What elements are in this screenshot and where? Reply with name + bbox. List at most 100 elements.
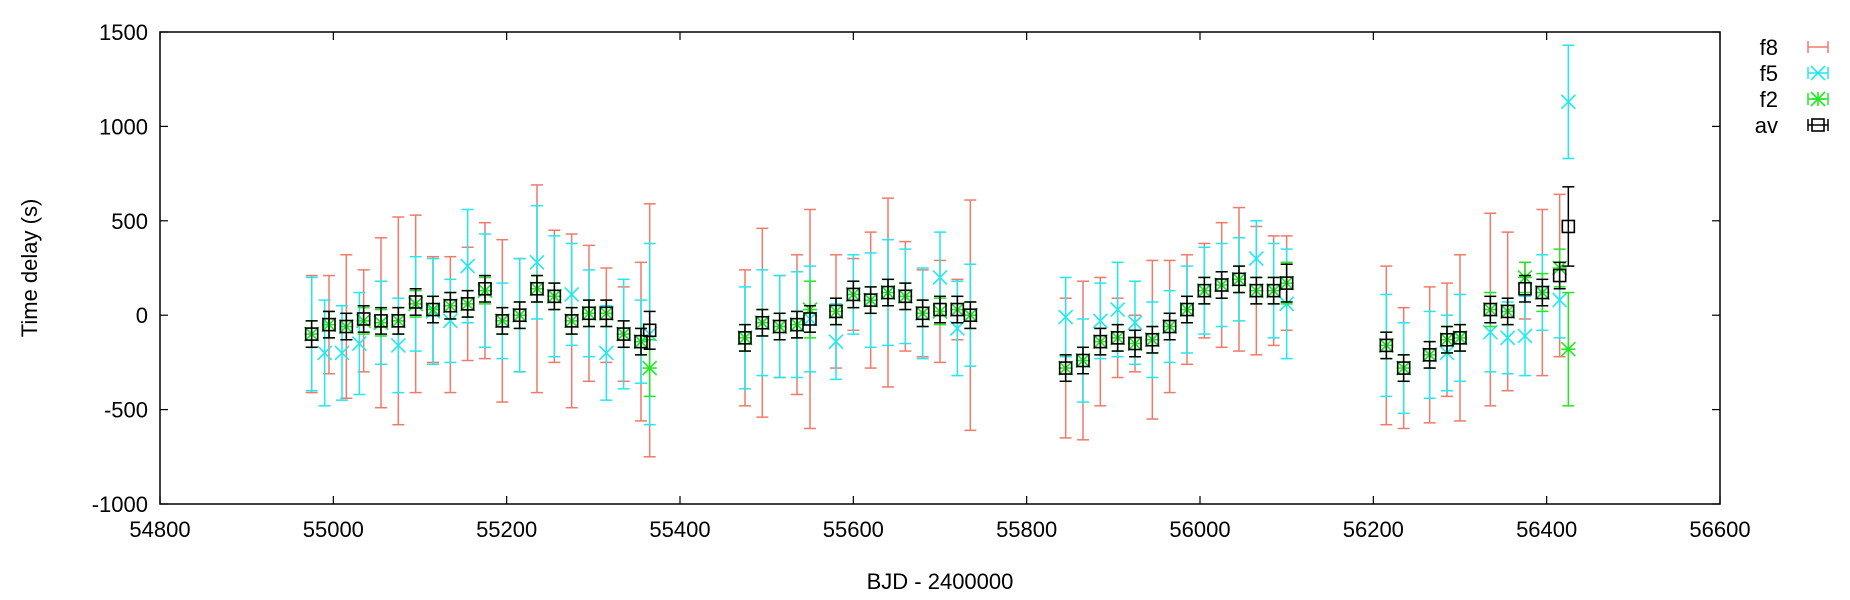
data-point-av: [1453, 323, 1467, 352]
marker-f5-stroke: [564, 286, 580, 302]
marker-f5-stroke: [1058, 309, 1074, 325]
data-point-av: [1396, 354, 1411, 383]
data-point-av: [1422, 340, 1437, 369]
marker-av-square: [1214, 278, 1229, 292]
data-point-f5: [1058, 276, 1074, 358]
marker-av-square: [642, 323, 657, 338]
legend-symbol-f2: [1807, 91, 1829, 107]
data-point-av: [1518, 274, 1532, 303]
marker-av-square: [495, 314, 510, 328]
data-point-av: [738, 323, 752, 352]
legend-symbol-f8: [1807, 41, 1829, 53]
legend-label-f8: f8: [1760, 35, 1778, 60]
data-point-av: [1561, 186, 1576, 267]
y-axis-ticks: -1000 -500 0 500 1000 1500: [92, 20, 1720, 517]
marker-f5-stroke: [1248, 250, 1264, 267]
marker-av-square: [1180, 302, 1194, 317]
marker-av-square: [755, 315, 770, 330]
y-tick-label: 500: [111, 209, 148, 234]
y-axis-label: Time delay (s): [17, 199, 42, 338]
data-point-av: [408, 288, 423, 316]
x-tick-label: 55600: [823, 517, 884, 542]
marker-f5-stroke: [949, 320, 965, 336]
data-point-av: [846, 280, 861, 309]
marker-av-square: [738, 331, 752, 345]
marker-av-square: [1076, 353, 1090, 368]
legend-item-av: av: [1755, 113, 1829, 138]
marker-av-square: [443, 298, 458, 313]
marker-av-square: [634, 334, 648, 349]
data-point-av: [803, 305, 817, 333]
data-point-av: [512, 301, 527, 330]
data-point-av: [530, 274, 544, 303]
marker-av-square: [790, 317, 804, 332]
marker-av-square: [1128, 336, 1142, 351]
legend-symbol-av: [1807, 118, 1829, 132]
data-point-av: [950, 295, 965, 324]
marker-av-square: [1197, 283, 1212, 298]
legend-label-av: av: [1755, 113, 1778, 138]
data-point-av: [1076, 346, 1090, 375]
data-point-av: [339, 312, 354, 341]
marker-f5-stroke: [598, 345, 614, 361]
marker-av-square: [898, 289, 913, 304]
marker-f5-stroke: [390, 337, 406, 353]
data-point-av: [426, 295, 440, 324]
data-point-av: [755, 308, 770, 337]
data-point-av: [1093, 327, 1108, 356]
marker-f5-stroke: [1500, 330, 1516, 346]
marker-f5-stroke: [932, 269, 948, 286]
legend-label-f5: f5: [1760, 61, 1778, 86]
marker-av-square: [1162, 319, 1177, 334]
data-point-av: [564, 306, 579, 335]
data-point-av: [915, 299, 930, 328]
data-point-av: [443, 291, 458, 320]
legend-label-f2: f2: [1760, 87, 1778, 112]
legend-item-f5: f5: [1760, 61, 1829, 86]
marker-av-square: [1440, 332, 1454, 347]
y-tick-label: -1000: [92, 492, 148, 517]
x-tick-label: 55400: [649, 517, 710, 542]
marker-f5-stroke: [351, 335, 367, 352]
marker-av-square: [1110, 331, 1125, 345]
marker-av-square: [1266, 283, 1281, 298]
data-point-av: [898, 282, 913, 311]
marker-av-square: [915, 306, 930, 321]
marker-f5-stroke: [1092, 313, 1108, 329]
marker-f5-stroke: [1127, 315, 1143, 331]
data-point-av: [547, 282, 562, 311]
y-tick-label: 0: [136, 303, 148, 328]
marker-av-square: [408, 295, 423, 309]
marker-av-square: [356, 312, 371, 326]
marker-av-square: [881, 285, 895, 300]
data-point-av: [1483, 295, 1498, 324]
marker-av-square: [803, 312, 817, 326]
marker-av-square: [547, 289, 562, 304]
data-point-av: [933, 295, 947, 324]
marker-av-square: [512, 308, 527, 323]
data-point-f2: [1560, 291, 1576, 407]
marker-av-square: [530, 281, 544, 296]
data-point-av: [1128, 329, 1142, 358]
marker-f5-stroke: [442, 313, 458, 329]
series-f8: [305, 184, 1566, 458]
series-av: [304, 186, 1576, 383]
data-point-f5: [351, 291, 367, 396]
marker-av-square: [772, 319, 787, 334]
data-point-av: [1145, 325, 1160, 354]
x-tick-label: 56200: [1343, 517, 1404, 542]
x-axis-label: BJD - 2400000: [867, 569, 1014, 594]
marker-av-square: [1561, 219, 1576, 234]
marker-av-square: [963, 308, 978, 323]
data-point-f5: [1560, 44, 1576, 160]
x-axis-ticks: 54800 55000 55200 55400 55600 55800 56000 56200…: [129, 32, 1751, 542]
data-point-av: [1232, 265, 1246, 294]
marker-av-square: [478, 281, 492, 296]
marker-f5-stroke: [529, 254, 545, 270]
marker-av-square: [933, 302, 947, 317]
data-point-av: [1197, 276, 1212, 305]
data-point-av: [1379, 331, 1394, 360]
marker-f5-stroke: [1482, 324, 1498, 340]
marker-av-square: [1422, 348, 1437, 362]
